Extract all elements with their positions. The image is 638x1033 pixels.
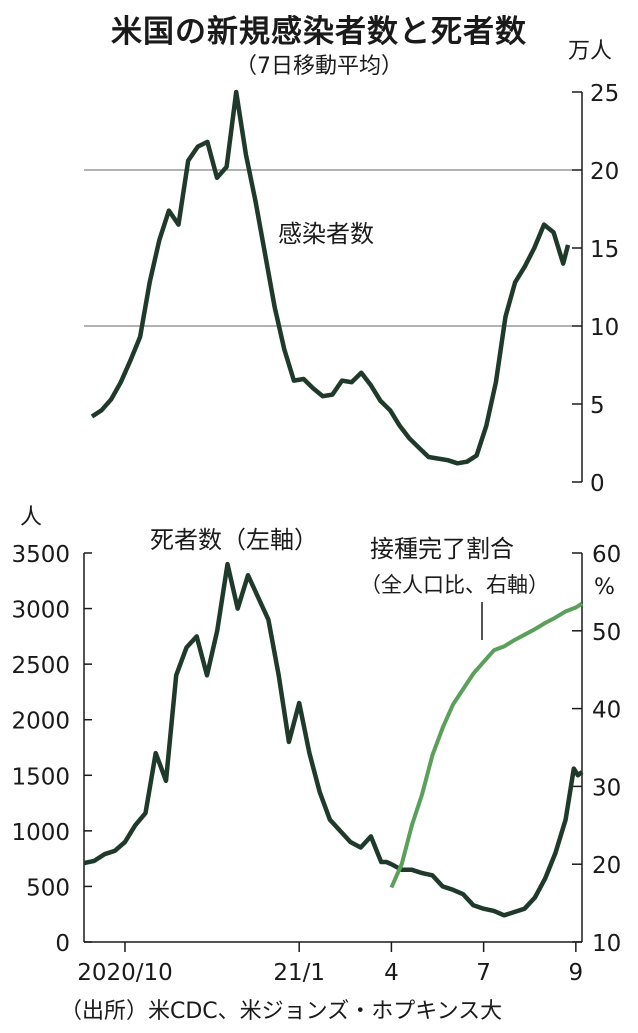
top-unit-label: 万人: [568, 39, 612, 64]
right-y-tick-label: 30: [592, 775, 621, 801]
deaths-series-label: 死者数（左軸）: [150, 526, 318, 554]
vaccination-series-label: 接種完了割合: [370, 535, 514, 563]
top-y-tick-label: 10: [590, 315, 619, 341]
left-y-tick-label: 3500: [11, 542, 70, 568]
x-tick-label: 2020/10: [77, 960, 173, 986]
x-tick-label: 4: [384, 960, 399, 986]
right-y-tick-label: 50: [592, 620, 621, 646]
deaths-line: [83, 561, 584, 918]
right-y-tick-label: 20: [592, 853, 621, 879]
x-tick-label: 21/1: [273, 960, 325, 986]
left-y-tick-label: 3000: [11, 598, 70, 624]
left-y-tick-label: 0: [55, 931, 70, 957]
left-y-tick-label: 500: [26, 875, 70, 901]
vaccination-line: [389, 601, 584, 889]
x-tick-label: 7: [476, 960, 491, 986]
x-tick-label: 9: [569, 960, 584, 986]
top-y-tick-label: 20: [590, 159, 619, 185]
vaccination-series-sublabel: （全人口比、右軸）: [360, 573, 549, 597]
infections-line: [90, 89, 571, 466]
left-y-tick-label: 2000: [11, 709, 70, 735]
left-y-tick-label: 1500: [11, 764, 70, 790]
left-y-tick-label: 2500: [11, 653, 70, 679]
source-note: （出所）米CDC、米ジョンズ・ホプキンス大: [60, 999, 503, 1024]
right-unit-label: %: [594, 575, 615, 600]
chart-title: 米国の新規感染者数と死者数: [111, 14, 527, 50]
right-y-tick-label: 40: [592, 698, 621, 724]
top-y-tick-label: 5: [590, 393, 605, 419]
right-y-tick-label: 10: [592, 931, 621, 957]
top-y-tick-label: 25: [590, 81, 619, 107]
top-y-tick-label: 15: [590, 237, 619, 263]
bottom-axes: [83, 553, 583, 943]
left-unit-label: 人: [20, 505, 42, 530]
bottom-ticks: 0 500 1000 1500 2000 2500 3000 3500 10 20 30 40 50 60…: [11, 542, 621, 986]
top-y-tick-label: 0: [590, 471, 605, 497]
chart-subtitle: （7日移動平均）: [235, 54, 403, 79]
top-y-axis: 0 5 10 15 20 25: [572, 81, 619, 497]
right-y-tick-label: 60: [592, 542, 621, 568]
top-gridlines: [84, 169, 582, 327]
infections-series-label: 感染者数: [278, 220, 374, 248]
left-y-tick-label: 1000: [11, 820, 70, 846]
